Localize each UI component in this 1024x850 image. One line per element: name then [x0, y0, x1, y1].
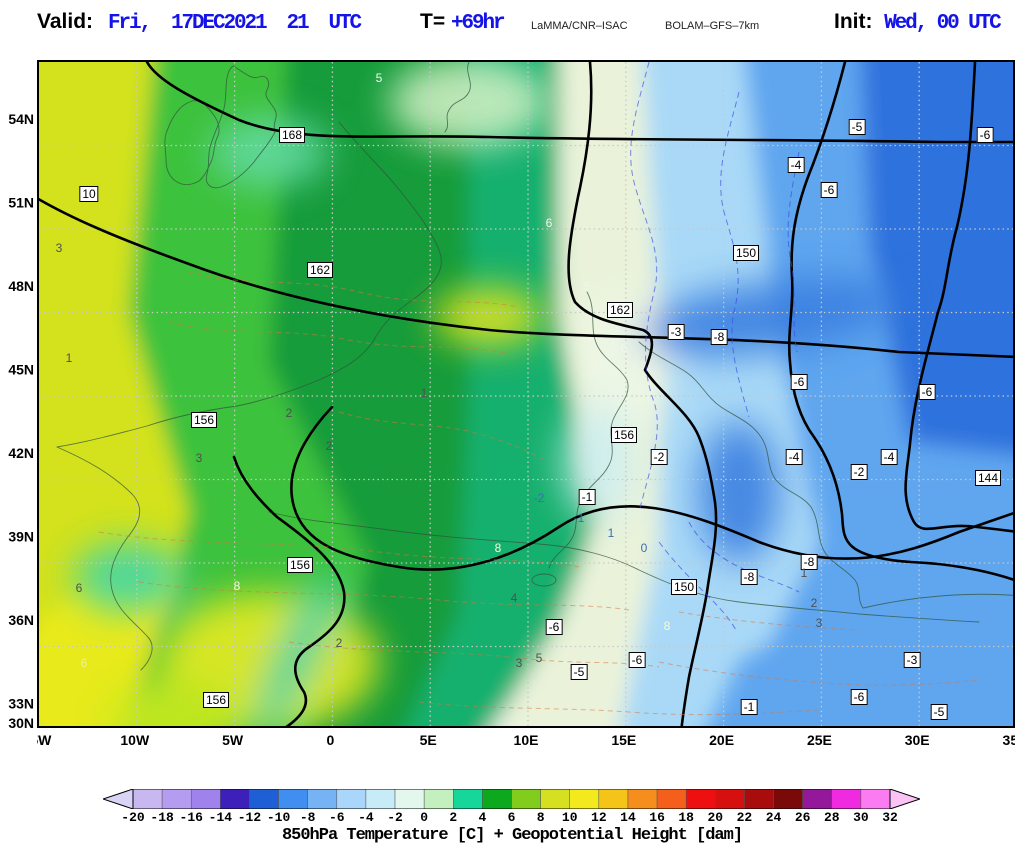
svg-text:42N: 42N — [8, 445, 34, 461]
svg-text:54N: 54N — [8, 111, 34, 127]
svg-text:10E: 10E — [514, 732, 539, 748]
svg-text:45N: 45N — [8, 362, 34, 378]
svg-text:-14: -14 — [209, 810, 233, 825]
svg-text:10: 10 — [562, 810, 578, 825]
svg-text:20E: 20E — [709, 732, 734, 748]
svg-text:-16: -16 — [180, 810, 204, 825]
svg-text:30N: 30N — [8, 715, 34, 728]
svg-text:39N: 39N — [8, 529, 34, 545]
svg-text:4: 4 — [478, 810, 486, 825]
svg-text:10W: 10W — [120, 732, 150, 748]
svg-text:20: 20 — [708, 810, 724, 825]
svg-text:33N: 33N — [8, 696, 34, 712]
svg-text:-10: -10 — [267, 810, 291, 825]
svg-text:28: 28 — [824, 810, 840, 825]
svg-text:22: 22 — [737, 810, 753, 825]
svg-text:0: 0 — [327, 732, 335, 748]
svg-text:35E: 35E — [1003, 732, 1015, 748]
svg-text:-4: -4 — [358, 810, 374, 825]
svg-text:14: 14 — [620, 810, 636, 825]
svg-text:48N: 48N — [8, 278, 34, 294]
svg-text:15E: 15E — [611, 732, 636, 748]
svg-text:-2: -2 — [387, 810, 403, 825]
svg-text:12: 12 — [591, 810, 607, 825]
svg-text:0: 0 — [420, 810, 428, 825]
svg-text:24: 24 — [766, 810, 782, 825]
svg-text:6: 6 — [508, 810, 516, 825]
svg-text:-8: -8 — [300, 810, 316, 825]
svg-text:26: 26 — [795, 810, 811, 825]
svg-text:-18: -18 — [150, 810, 174, 825]
svg-text:8: 8 — [537, 810, 545, 825]
svg-text:16: 16 — [649, 810, 665, 825]
svg-text:32: 32 — [882, 810, 898, 825]
svg-text:25E: 25E — [807, 732, 832, 748]
svg-text:51N: 51N — [8, 195, 34, 211]
svg-text:2: 2 — [449, 810, 457, 825]
svg-text:5W: 5W — [222, 732, 244, 748]
svg-text:30: 30 — [853, 810, 869, 825]
svg-text:-12: -12 — [238, 810, 262, 825]
svg-text:36N: 36N — [8, 612, 34, 628]
svg-text:-20: -20 — [121, 810, 145, 825]
svg-text:15W: 15W — [37, 732, 52, 748]
svg-text:-6: -6 — [329, 810, 345, 825]
svg-text:5E: 5E — [420, 732, 437, 748]
svg-text:18: 18 — [678, 810, 694, 825]
svg-text:30E: 30E — [905, 732, 930, 748]
